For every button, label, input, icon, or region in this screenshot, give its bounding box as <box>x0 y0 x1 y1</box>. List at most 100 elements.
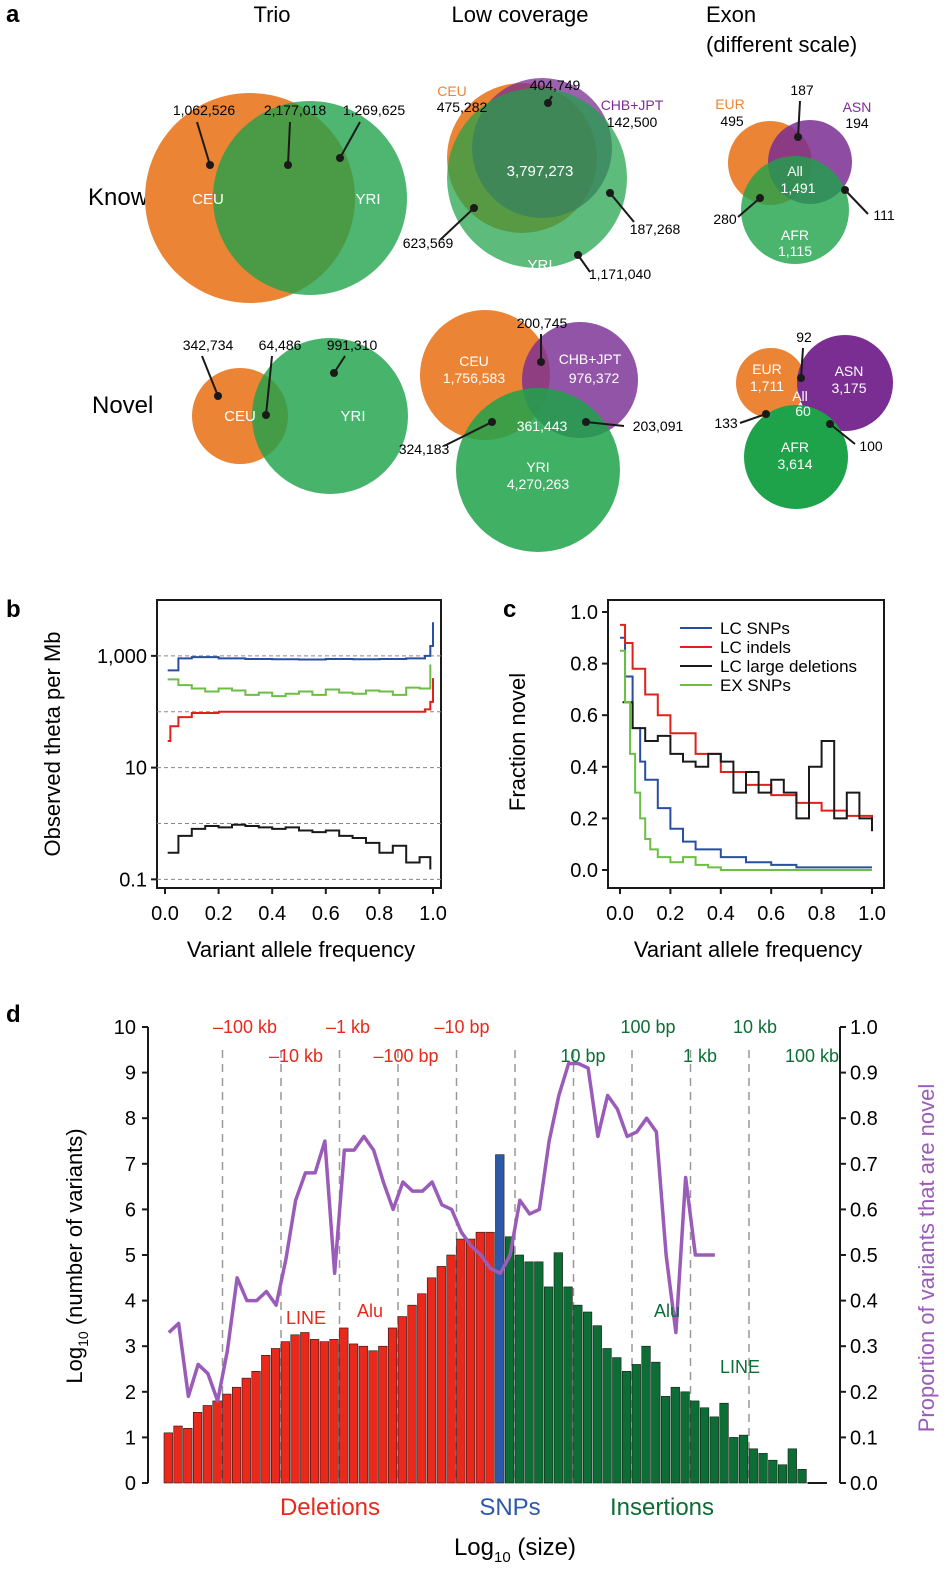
y2-tick-label: 0.0 <box>850 1473 878 1495</box>
plot-frame <box>607 599 885 889</box>
venn-label-yri: YRI <box>355 191 380 208</box>
bar-deletion <box>475 1231 485 1484</box>
leader-lines <box>196 121 361 166</box>
bar-deletion <box>261 1355 271 1484</box>
y-tick-label: 0.0 <box>570 860 598 882</box>
legend-label-lc-large-deletions: LC large deletions <box>720 657 857 676</box>
y2-tick-label: 0.8 <box>850 1108 878 1130</box>
size-label-deletion: –100 kb <box>213 1017 277 1037</box>
x-tick-label: 0.0 <box>151 903 179 925</box>
bar-insertion <box>612 1357 622 1484</box>
size-label-insertion: 100 bp <box>620 1017 675 1037</box>
venn-label-ceu: CEU <box>459 353 489 369</box>
series-line-lc-snps <box>167 622 434 672</box>
count-chb-yri: 187,268 <box>630 221 681 237</box>
count-yri-only: 1,269,625 <box>343 102 405 118</box>
count-all: 3,797,273 <box>507 163 574 180</box>
y-tick-label: 0.4 <box>570 757 598 779</box>
count-eur-afr: 133 <box>714 415 738 431</box>
bar-deletion <box>358 1345 368 1484</box>
y-tick-label: 3 <box>125 1336 136 1358</box>
bar-deletion <box>426 1277 437 1484</box>
bar-deletion <box>300 1332 310 1484</box>
y-axis-label-log: Log <box>62 1347 87 1384</box>
bar-insertion <box>709 1416 719 1484</box>
x-axis: 0.0 0.2 0.4 0.6 0.8 1.0 <box>606 888 886 925</box>
count-ceu-yri: 623,569 <box>403 235 454 251</box>
y-tick-label: 1 <box>125 1427 136 1449</box>
venn-label-asn: ASN <box>843 99 872 115</box>
bar-insertion <box>543 1286 554 1484</box>
bar-deletion <box>202 1405 212 1484</box>
col-title-exon: Exon <box>706 2 756 27</box>
x-axis-label: Log10 (size) <box>454 1534 576 1566</box>
venn-label-eur: EUR <box>715 96 745 112</box>
x-tick-label: 0.2 <box>205 903 233 925</box>
bar-deletion <box>446 1254 456 1484</box>
size-label-deletion: –100 bp <box>373 1046 438 1066</box>
venn-label-ceu: CEU <box>192 191 224 208</box>
y-tick-label: 1.0 <box>570 602 598 624</box>
chart-c: 0.0 0.2 0.4 0.6 0.8 1.0 0.0 0.2 0.4 0.6 0.8 1.0 LC… <box>505 599 886 962</box>
y-tick-label: 1,000 <box>97 646 147 668</box>
y-tick-label: 9 <box>125 1063 136 1085</box>
leader-dots <box>470 99 614 259</box>
count-yri-only: 991,310 <box>327 337 378 353</box>
count-ceu-chb: 404,749 <box>530 77 581 93</box>
y-tick-label: 0.1 <box>119 869 147 891</box>
y-tick-label: 10 <box>114 1017 136 1039</box>
y2-axis-label: Proportion of variants that are novel <box>914 1084 939 1433</box>
bar-deletion <box>339 1327 349 1484</box>
bar-insertion <box>748 1448 758 1484</box>
bar-deletion <box>485 1231 495 1484</box>
bar-insertion <box>534 1261 544 1484</box>
bar-deletion <box>329 1339 339 1484</box>
size-label-insertion: 10 kb <box>733 1017 777 1037</box>
y-tick-label: 8 <box>125 1108 136 1130</box>
novel-fraction-polyline <box>167 1061 715 1403</box>
venn-label-afr: AFR <box>781 227 809 243</box>
panel-label-a: a <box>6 1 20 28</box>
venn-trio-novel: CEU YRI 342,734 64,486 991,310 <box>183 337 408 494</box>
count-shared: 2,177,018 <box>264 102 326 118</box>
size-labels: –100 kb –10 kb–1 kb–100 bp –10 bp 10 bp 100 … <box>213 1017 839 1066</box>
panel-label-b: b <box>6 596 21 623</box>
series-group <box>167 622 434 870</box>
size-label-insertion: 100 kb <box>785 1046 839 1066</box>
y-tick-label: 0.8 <box>570 654 598 676</box>
leader-dots <box>762 374 834 428</box>
venn-exon-novel: 92 EUR 1,711 ASN 3,175 All 60 133 100 AF… <box>714 329 893 509</box>
legend-label-lc-indels: LC indels <box>720 638 791 657</box>
count-eur-only: 1,711 <box>750 378 784 394</box>
bar-insertion <box>602 1348 612 1484</box>
y2-tick-label: 0.3 <box>850 1336 878 1358</box>
y-axis-label-subscript: 10 <box>75 1331 91 1347</box>
bar-deletion <box>397 1316 407 1484</box>
x-tick-label: 0.8 <box>808 903 836 925</box>
series-line-lc-indels <box>167 678 434 742</box>
bar-deletion <box>231 1386 242 1484</box>
bar-deletion <box>319 1341 329 1484</box>
count-asn-afr: 111 <box>873 207 894 223</box>
count-all: 361,443 <box>517 418 568 434</box>
bar-deletion <box>163 1432 173 1484</box>
leader-lines <box>739 347 856 445</box>
annotation-alu-deletion: Alu <box>357 1301 383 1321</box>
x-axis-label-subscript: 10 <box>494 1549 511 1566</box>
bar-insertion <box>524 1261 534 1484</box>
x-tick-label: 0.2 <box>656 903 684 925</box>
bar-insertion <box>690 1400 700 1484</box>
bar-deletion <box>378 1345 388 1484</box>
bars <box>163 1154 827 1484</box>
count-asn-only: 3,175 <box>831 380 866 396</box>
series-line-ex-snps <box>167 664 432 698</box>
bar-deletion <box>212 1400 222 1484</box>
venn-circle-yri <box>213 101 407 295</box>
count-shared: 64,486 <box>259 337 302 353</box>
venn-label-ceu: CEU <box>224 408 256 425</box>
venn-label-asn: ASN <box>835 363 864 379</box>
bar-deletion <box>183 1427 193 1484</box>
leader-dots <box>488 358 590 426</box>
